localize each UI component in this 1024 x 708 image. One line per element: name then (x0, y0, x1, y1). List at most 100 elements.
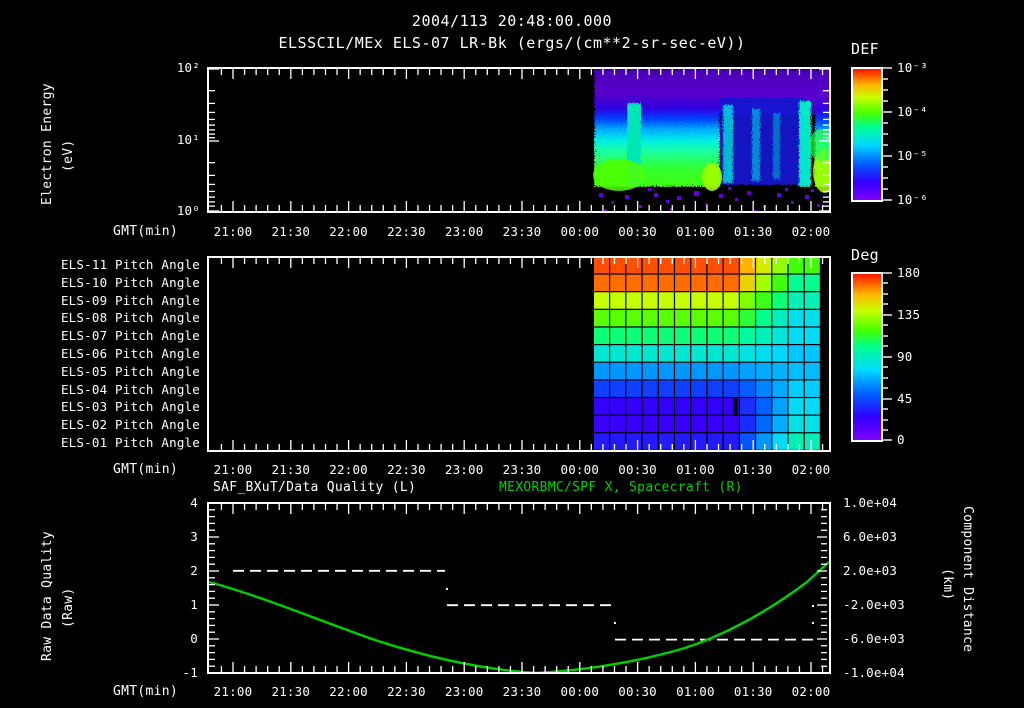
pitch-angle-canvas (207, 256, 831, 452)
pitch-angle-cell (675, 362, 691, 380)
panel2-xtick: 00:30 (618, 462, 657, 477)
panel3-xlabel: GMT(min) (113, 684, 179, 699)
pitch-angle-cell (610, 292, 626, 309)
pitch-angle-cell (691, 292, 707, 309)
pitch-angle-cell (707, 327, 723, 344)
pitch-angle-data-gap (733, 398, 738, 415)
panel2-xlabel: GMT(min) (113, 462, 179, 477)
pitch-angle-cell (642, 415, 658, 433)
page-subtitle: ELSSCIL/MEx ELS-07 LR-Bk (ergs/(cm**2-sr… (278, 34, 746, 52)
panel3-xtick: 01:00 (676, 684, 715, 699)
pitch-angle-cell (756, 274, 772, 292)
pitch-angle-cell (691, 433, 707, 450)
pitch-angle-cell (707, 415, 723, 433)
pitch-angle-cell (788, 415, 804, 433)
colorbar-deg-title: Deg (851, 246, 879, 264)
line-plot-canvas (207, 502, 831, 674)
pitch-angle-cell (723, 362, 739, 380)
pitch-angle-cell (594, 433, 610, 450)
pitch-angle-cell (642, 398, 658, 415)
pitch-angle-cell (804, 398, 820, 415)
pitch-angle-cell (788, 362, 804, 380)
panel3-ylabel-left-line1: Raw Data Quality (40, 530, 55, 661)
pitch-angle-cell (756, 292, 772, 309)
pitch-angle-cell (594, 257, 610, 274)
panel1-xtick: 01:30 (733, 224, 773, 239)
panel-data-quality (207, 502, 831, 674)
pitch-angle-cell (675, 380, 691, 397)
data-quality-transition-dots (446, 588, 814, 624)
pitch-angle-cell (707, 292, 723, 309)
pitch-angle-cell (723, 274, 739, 292)
pitch-angle-cell (756, 415, 772, 433)
panel3-ylabel-right-line1: Component Distance (960, 506, 975, 653)
pitch-angle-cell (610, 257, 626, 274)
panel3-ytick-right: 2.0e+03 (843, 563, 898, 578)
panel2-xtick: 23:30 (502, 462, 542, 477)
pitch-angle-cell (610, 415, 626, 433)
pitch-angle-cell (594, 274, 610, 292)
pitch-angle-cell (658, 345, 674, 362)
pitch-angle-cell (756, 362, 772, 380)
pitch-angle-cell (626, 274, 642, 292)
pitch-angle-cell (756, 257, 772, 274)
panel1-xtick: 23:00 (444, 224, 484, 239)
pitch-angle-cell (739, 274, 755, 292)
pitch-angle-cell (626, 257, 642, 274)
page-title: 2004/113 20:48:00.000 (411, 12, 613, 30)
pitch-angle-cell (723, 380, 739, 397)
pitch-angle-cell (707, 309, 723, 327)
pitch-angle-cell (675, 327, 691, 344)
colorbar-def-tick-3: 10⁻⁶ (897, 192, 928, 207)
pitch-angle-cell (626, 309, 642, 327)
pitch-angle-cell (626, 433, 642, 450)
panel2-row-label: ELS-01 Pitch Angle (60, 435, 200, 451)
panel3-ytick-right: -1.0e+04 (843, 665, 905, 680)
pitch-angle-cell (642, 345, 658, 362)
pitch-angle-cell (642, 309, 658, 327)
pitch-angle-cell (788, 433, 804, 450)
pitch-angle-cell (658, 327, 674, 344)
panel1-xtick: 21:00 (213, 224, 253, 239)
panel1-xtick: 00:30 (618, 224, 657, 239)
pitch-angle-cell (594, 309, 610, 327)
colorbar-deg-tick-3: 45 (897, 391, 913, 406)
panel3-title-right: MEXORBMC/SPF X, Spacecraft (R) (499, 480, 743, 495)
pitch-angle-cell (594, 362, 610, 380)
panel2-row-label: ELS-11 Pitch Angle (60, 256, 200, 272)
panel3-xtick: 00:00 (560, 684, 600, 699)
panel3-xtick: 22:00 (329, 684, 368, 699)
panel-electron-energy (207, 67, 831, 213)
panel3-xtick: 21:30 (271, 684, 311, 699)
panel3-ytick-right: -6.0e+03 (843, 631, 905, 646)
pitch-angle-cell (626, 345, 642, 362)
pitch-angle-cell (772, 345, 788, 362)
panel2-row-label: ELS-07 Pitch Angle (60, 328, 200, 344)
pitch-angle-cell (610, 380, 626, 397)
colorbar-def-tick-0: 10⁻³ (897, 60, 928, 75)
pitch-angle-cell (594, 345, 610, 362)
pitch-angle-cell (626, 327, 642, 344)
pitch-angle-cell (804, 362, 820, 380)
colorbar-deg-tick-1: 135 (897, 307, 921, 322)
pitch-angle-cell (739, 415, 755, 433)
colorbar-def-tick-1: 10⁻⁴ (897, 104, 928, 119)
pitch-angle-cell (772, 327, 788, 344)
pitch-angle-cell (739, 380, 755, 397)
pitch-angle-cell (788, 398, 804, 415)
pitch-angle-cell (723, 345, 739, 362)
pitch-angle-cell (675, 415, 691, 433)
panel1-xlabel: GMT(min) (113, 224, 179, 239)
panel2-row-label: ELS-09 Pitch Angle (60, 292, 200, 308)
pitch-angle-cell (610, 345, 626, 362)
panel2-xtick: 00:00 (560, 462, 600, 477)
pitch-angle-cell (707, 362, 723, 380)
colorbar-def (851, 67, 883, 202)
colorbar-def-ticks (883, 67, 895, 202)
pitch-angle-cell (739, 433, 755, 450)
panel3-xtick: 01:30 (733, 684, 773, 699)
pitch-angle-cell (739, 362, 755, 380)
pitch-angle-cell (739, 327, 755, 344)
pitch-angle-cell (610, 274, 626, 292)
panel1-ylabel-line2: (eV) (61, 139, 76, 172)
